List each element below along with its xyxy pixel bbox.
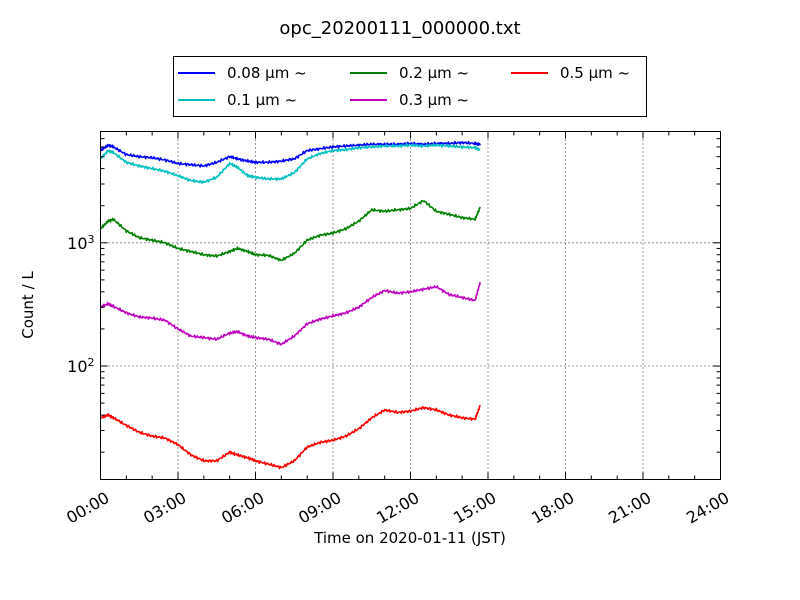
legend-label-4: 0.5 μm ~ <box>560 64 631 82</box>
y-tick-label: 103 <box>67 232 95 253</box>
chart-title: opc_20200111_000000.txt <box>279 18 521 39</box>
series-line-1 <box>100 143 481 184</box>
plot-background <box>100 131 721 480</box>
grid-layer <box>100 131 721 480</box>
legend-label-3: 0.3 μm ~ <box>399 91 470 109</box>
legend-item-1: 0.1 μm ~ <box>178 90 297 110</box>
legend-label-2: 0.2 μm ~ <box>399 64 470 82</box>
series-line-3 <box>99 281 481 346</box>
legend-swatch-3 <box>350 99 387 101</box>
legend-item-4: 0.5 μm ~ <box>511 63 630 83</box>
legend-item-0: 0.08 μm ~ <box>178 63 307 83</box>
legend-item-2: 0.2 μm ~ <box>350 63 469 83</box>
y-axis-label: Count / L <box>19 271 37 339</box>
x-axis-label: Time on 2020-01-11 (JST) <box>314 529 506 547</box>
legend-swatch-4 <box>511 72 548 74</box>
legend-swatch-1 <box>178 99 215 101</box>
series-layer <box>99 140 481 470</box>
legend-item-3: 0.3 μm ~ <box>350 90 469 110</box>
legend-label-0: 0.08 μm ~ <box>227 64 307 82</box>
y-tick-label: 102 <box>67 355 95 377</box>
legend-swatch-2 <box>350 72 387 74</box>
plot-frame <box>100 131 721 480</box>
legend: 0.08 μm ~ 0.1 μm ~ 0.2 μm ~ 0.3 μm ~ 0.5… <box>173 56 647 117</box>
legend-label-1: 0.1 μm ~ <box>227 91 298 109</box>
series-line-0 <box>100 140 481 168</box>
series-line-4 <box>100 405 481 470</box>
tick-marks <box>100 131 721 480</box>
legend-swatch-0 <box>178 72 215 74</box>
series-line-2 <box>100 199 481 262</box>
